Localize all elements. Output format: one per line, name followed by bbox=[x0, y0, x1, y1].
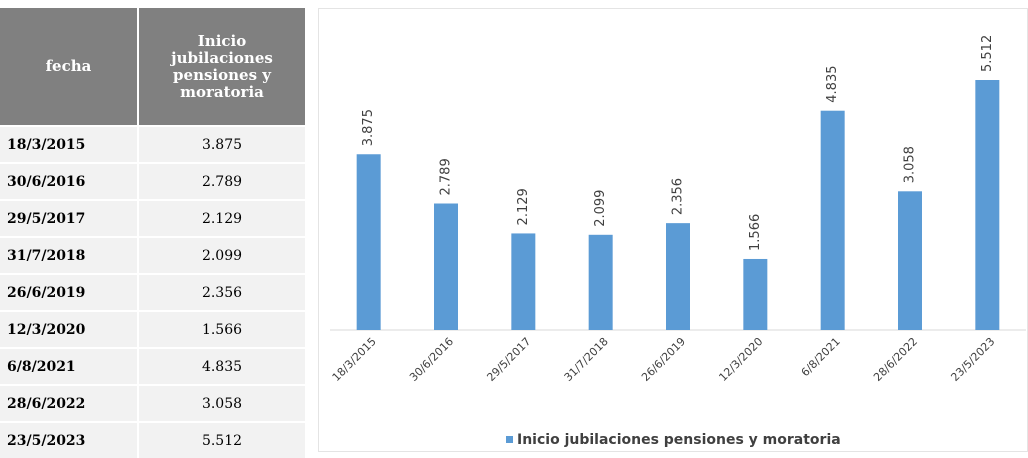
value-cell: 2.356 bbox=[139, 275, 305, 310]
value-label: 3.058 bbox=[903, 146, 918, 183]
legend-swatch bbox=[506, 436, 513, 443]
date-cell: 23/5/2023 bbox=[0, 423, 137, 458]
value-cell: 2.099 bbox=[139, 238, 305, 273]
date-cell: 31/7/2018 bbox=[0, 238, 137, 273]
value-label: 2.129 bbox=[516, 188, 531, 225]
date-cell: 30/6/2016 bbox=[0, 164, 137, 199]
value-label: 1.566 bbox=[748, 214, 763, 251]
legend-label: Inicio jubilaciones pensiones y moratori… bbox=[517, 432, 841, 448]
date-cell: 28/6/2022 bbox=[0, 386, 137, 421]
date-cell: 12/3/2020 bbox=[0, 312, 137, 347]
value-cell: 3.875 bbox=[139, 127, 305, 162]
value-cell: 2.129 bbox=[139, 201, 305, 236]
date-cell: 26/6/2019 bbox=[0, 275, 137, 310]
value-label: 2.356 bbox=[671, 178, 686, 215]
value-cell: 3.058 bbox=[139, 386, 305, 421]
bar bbox=[356, 154, 381, 330]
value-cell: 5.512 bbox=[139, 423, 305, 458]
date-cell: 18/3/2015 bbox=[0, 127, 137, 162]
value-cell: 2.789 bbox=[139, 164, 305, 199]
bar bbox=[898, 191, 922, 330]
value-cell: 4.835 bbox=[139, 349, 305, 384]
bar bbox=[743, 258, 768, 330]
bar bbox=[511, 233, 536, 330]
date-cell: 6/8/2021 bbox=[0, 349, 137, 384]
value-label: 4.835 bbox=[825, 65, 840, 102]
chart: 3.875 2.789 2.129 2.099 2.356 1.566 4.835 3.058… bbox=[318, 8, 1028, 452]
value-label: 2.099 bbox=[593, 190, 608, 227]
bar bbox=[975, 80, 1000, 330]
date-cell: 29/5/2017 bbox=[0, 201, 137, 236]
bar bbox=[666, 223, 690, 330]
value-label: 3.875 bbox=[361, 109, 376, 146]
header-cell: Inicio jubilaciones pensiones y moratori… bbox=[139, 8, 305, 125]
value-label: 2.789 bbox=[439, 158, 454, 195]
value-cell: 1.566 bbox=[139, 312, 305, 347]
header-cell: fecha bbox=[0, 8, 137, 125]
bar bbox=[588, 234, 613, 330]
bar bbox=[820, 110, 845, 330]
bar bbox=[434, 203, 458, 330]
value-label: 5.512 bbox=[980, 35, 995, 72]
